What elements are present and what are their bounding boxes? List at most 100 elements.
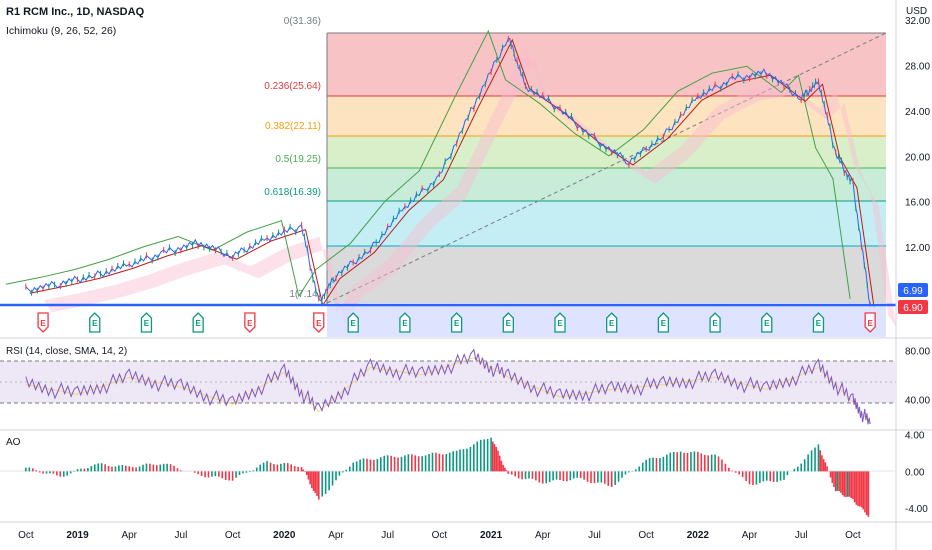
- earnings-marker-shape: [399, 312, 411, 333]
- x-tick-label: Oct: [845, 530, 861, 541]
- earnings-beat-marker[interactable]: E: [657, 312, 670, 333]
- rsi-tick-label: 40.00: [905, 395, 930, 406]
- x-tick-label: Jul: [795, 530, 808, 541]
- price-series: [25, 35, 871, 308]
- earnings-marker-label: E: [661, 319, 667, 328]
- earnings-miss-marker[interactable]: E: [37, 312, 49, 333]
- x-tick-label: 2021: [480, 530, 503, 541]
- rsi-line: [25, 348, 871, 425]
- fib-label-0618: 0.618(16.39): [264, 187, 321, 198]
- earnings-beat-marker[interactable]: E: [812, 312, 825, 333]
- earnings-marker-label: E: [40, 319, 46, 328]
- earnings-miss-marker[interactable]: E: [313, 312, 325, 333]
- x-axis[interactable]: Oct 2019 Apr Jul Oct 2020 Apr Jul Oct 2021 Apr Jul O…: [18, 530, 861, 541]
- fib-zone-0618-0786: [327, 201, 886, 246]
- ichimoku-overlay: [5, 29, 897, 328]
- x-tick-label: Oct: [18, 530, 34, 541]
- earnings-marker-label: E: [712, 319, 718, 328]
- earnings-beat-marker[interactable]: E: [450, 312, 463, 333]
- earnings-marker-shape: [313, 312, 325, 333]
- currency-label: USD: [906, 6, 928, 17]
- earnings-miss-marker[interactable]: E: [864, 312, 876, 333]
- ichimoku-lagging-span: [5, 29, 851, 300]
- y-tick-label: 20.00: [905, 152, 930, 163]
- y-axis-ao[interactable]: 4.00 0.00 -4.00: [905, 431, 928, 516]
- x-tick-label: Oct: [432, 530, 448, 541]
- fib-label-0: 0(31.36): [284, 16, 321, 27]
- x-tick-label: 2022: [687, 530, 710, 541]
- fibonacci-lines: [326, 32, 887, 305]
- earnings-marker-label: E: [316, 319, 322, 328]
- x-tick-label: Oct: [638, 530, 654, 541]
- earnings-beat-marker[interactable]: E: [606, 312, 618, 333]
- fibonacci-zones: [327, 33, 886, 303]
- indicator-label-rsi[interactable]: RSI (14, close, SMA, 14, 2): [6, 346, 128, 357]
- rsi-series: [25, 348, 871, 425]
- fib-zone-0236-0382: [327, 96, 886, 136]
- x-tick-label: 2020: [273, 530, 296, 541]
- earnings-marker-label: E: [351, 319, 357, 328]
- y-tick-label: 28.00: [905, 61, 930, 72]
- earnings-marker-shape: [864, 312, 876, 333]
- fib-label-0382: 0.382(22.11): [265, 121, 321, 132]
- x-tick-label: 2019: [66, 530, 89, 541]
- earnings-marker-shape: [657, 312, 670, 333]
- earnings-marker-label: E: [195, 319, 201, 328]
- fib-zone-0382-05: [327, 136, 886, 168]
- earnings-beat-marker[interactable]: E: [347, 312, 359, 333]
- y-tick-label: 16.00: [905, 198, 930, 209]
- x-tick-label: Jul: [381, 530, 394, 541]
- earnings-marker-label: E: [144, 319, 150, 328]
- x-tick-label: Apr: [535, 530, 551, 541]
- fib-label-0236: 0.236(25.64): [264, 81, 321, 92]
- indicator-label-ao[interactable]: AO: [6, 437, 21, 448]
- ao-tick-label: 4.00: [905, 431, 925, 442]
- x-tick-label: Apr: [121, 530, 137, 541]
- earnings-marker-shape: [140, 312, 153, 333]
- earnings-marker-label: E: [816, 319, 822, 328]
- ao-tick-label: 0.00: [905, 467, 925, 478]
- earnings-marker-label: E: [402, 319, 408, 328]
- y-axis-main[interactable]: 32.00 28.00 24.00 20.00 16.00 12.00: [905, 16, 930, 254]
- fib-zone-0786-1: [327, 246, 886, 303]
- chart-title[interactable]: R1 RCM Inc., 1D, NASDAQ: [6, 6, 145, 18]
- earnings-marker-label: E: [557, 319, 563, 328]
- x-tick-label: Apr: [742, 530, 758, 541]
- price-badge-low-bg: [898, 300, 928, 314]
- x-tick-label: Oct: [225, 530, 241, 541]
- earnings-beat-marker[interactable]: E: [89, 312, 101, 333]
- earnings-marker-shape: [812, 312, 825, 333]
- earnings-beat-marker[interactable]: E: [709, 312, 721, 333]
- rsi-tick-label: 80.00: [905, 346, 930, 357]
- earnings-marker-shape: [606, 312, 618, 333]
- earnings-marker-label: E: [506, 319, 512, 328]
- earnings-marker-label: E: [454, 319, 460, 328]
- y-tick-label: 12.00: [905, 243, 930, 254]
- earnings-beat-marker[interactable]: E: [502, 312, 514, 333]
- earnings-beat-marker[interactable]: E: [399, 312, 411, 333]
- earnings-marker-shape: [244, 312, 256, 333]
- earnings-marker-shape: [347, 312, 359, 333]
- ichimoku-cloud: [43, 47, 897, 328]
- earnings-beat-marker[interactable]: E: [140, 312, 153, 333]
- earnings-beat-marker[interactable]: E: [761, 312, 773, 333]
- earnings-beat-marker[interactable]: E: [554, 312, 566, 333]
- indicator-label-ichimoku[interactable]: Ichimoku (9, 26, 52, 26): [6, 25, 117, 37]
- earnings-marker-shape: [450, 312, 463, 333]
- earnings-miss-marker[interactable]: E: [244, 312, 256, 333]
- y-tick-label: 24.00: [905, 107, 930, 118]
- earnings-marker-label: E: [247, 319, 253, 328]
- y-tick-label: 32.00: [905, 16, 930, 27]
- earnings-marker-shape: [761, 312, 773, 333]
- fib-zone-05-0618: [327, 168, 886, 201]
- earnings-beat-marker[interactable]: E: [192, 312, 204, 333]
- ao-tick-label: -4.00: [905, 504, 928, 515]
- price-badge-close-bg: [898, 283, 928, 297]
- fib-label-05: 0.5(19.25): [275, 154, 321, 165]
- fib-label-1: 1(7.14): [289, 289, 321, 300]
- earnings-marker-shape: [89, 312, 101, 333]
- x-tick-label: Apr: [328, 530, 344, 541]
- y-axis-rsi[interactable]: 80.00 40.00: [905, 346, 930, 406]
